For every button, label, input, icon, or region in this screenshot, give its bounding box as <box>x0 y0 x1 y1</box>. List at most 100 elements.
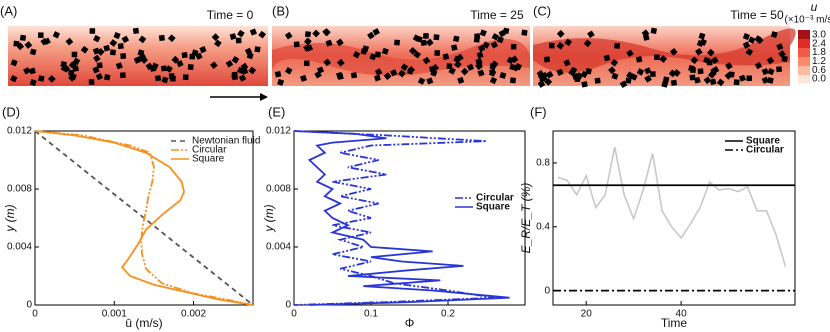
particle <box>630 73 638 81</box>
particle <box>539 75 546 82</box>
particle <box>303 37 312 46</box>
particle <box>38 75 45 82</box>
particle <box>466 63 475 71</box>
particle <box>670 79 678 86</box>
particle <box>460 67 469 76</box>
particle <box>770 31 778 38</box>
panel-label: (F) <box>530 104 547 119</box>
particle <box>248 66 257 75</box>
particle <box>167 34 176 43</box>
particle <box>489 63 496 70</box>
colorbar-title: u <box>811 0 818 14</box>
particle <box>103 44 111 52</box>
legend-label: Square <box>476 202 510 213</box>
particle <box>556 68 564 76</box>
particle <box>446 63 453 70</box>
particle <box>422 56 431 65</box>
particle <box>394 39 400 46</box>
particle <box>24 41 33 49</box>
particle <box>89 28 96 34</box>
particle <box>766 56 775 65</box>
particle <box>672 69 681 77</box>
particle <box>120 53 127 60</box>
particle <box>688 64 695 72</box>
particle <box>733 79 740 86</box>
particle <box>452 35 460 43</box>
particle <box>767 68 775 76</box>
particle <box>543 56 551 63</box>
colorbar-tick-label: 3.0 <box>812 30 826 41</box>
particle <box>182 74 189 81</box>
particle <box>585 67 592 75</box>
particle <box>231 71 238 78</box>
x-tick-label: 0.002 <box>181 309 206 320</box>
particle <box>165 65 173 73</box>
particle <box>158 34 165 41</box>
colorbar-unit: (×10⁻³ m/s) <box>784 15 830 26</box>
particle <box>425 38 434 47</box>
particle <box>96 48 105 56</box>
particle <box>374 68 383 76</box>
series-line <box>34 130 254 306</box>
particle <box>168 73 175 80</box>
particle <box>52 31 61 39</box>
x-tick-label: 0.001 <box>102 309 127 320</box>
particle <box>434 50 441 56</box>
colorbar-tick-label: 2.4 <box>812 38 826 49</box>
particle <box>312 29 320 38</box>
colorbar-tick-label: 0.0 <box>812 74 826 85</box>
particle <box>189 53 196 60</box>
y-tick-label: 0.004 <box>7 242 32 253</box>
particle <box>38 32 44 38</box>
particle <box>115 62 123 70</box>
particle <box>610 58 619 67</box>
particle <box>698 32 706 40</box>
x-axis-label: Φ <box>405 316 415 330</box>
time-label: Time = 0 <box>207 8 254 22</box>
time-label: Time = 50 <box>730 8 784 22</box>
particle <box>644 67 652 75</box>
particle <box>742 41 751 49</box>
particle <box>68 61 77 69</box>
particle <box>29 79 37 87</box>
y-tick-label: 0.012 <box>7 126 32 137</box>
x-tick-label: 40 <box>676 309 688 320</box>
particle <box>210 61 218 70</box>
particle <box>548 42 555 49</box>
particle <box>274 70 282 78</box>
particle <box>352 50 361 59</box>
x-tick-label: 0 <box>32 309 38 320</box>
particle <box>336 38 344 47</box>
particle <box>113 31 121 40</box>
particle <box>367 31 375 40</box>
particle <box>711 56 719 65</box>
particle <box>510 77 516 84</box>
particle <box>29 48 37 56</box>
particle <box>336 58 345 67</box>
particle <box>406 67 414 75</box>
y-tick-label: 0 <box>285 300 291 311</box>
particle <box>68 69 75 76</box>
legend-label: Circular <box>746 145 784 156</box>
particle <box>654 54 660 60</box>
particle <box>619 80 628 88</box>
particle <box>360 48 368 55</box>
particle <box>477 69 485 77</box>
particle <box>225 59 234 68</box>
panel-label: (D) <box>2 104 20 119</box>
y-tick-label: 0.008 <box>7 184 32 195</box>
particle <box>496 36 504 44</box>
particle <box>695 47 703 56</box>
flow-arrow-head <box>260 93 268 101</box>
particle <box>781 55 788 63</box>
panel-label: (C) <box>533 3 551 18</box>
particle <box>323 58 332 67</box>
particle <box>709 78 717 86</box>
particle <box>776 43 784 51</box>
colorbar-tick-label: 1.2 <box>812 56 826 67</box>
y-tick-label: 0 <box>544 285 550 296</box>
particle <box>442 53 450 60</box>
particle <box>138 35 147 44</box>
particle <box>448 67 456 75</box>
particle <box>521 29 528 36</box>
